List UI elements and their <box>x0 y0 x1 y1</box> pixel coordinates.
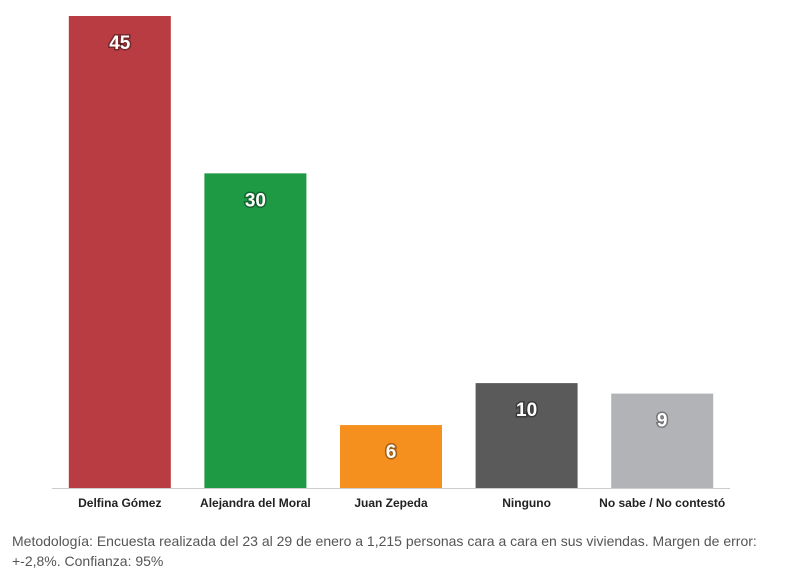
chart: Delfina Gómez 45 Alejandra del Moral 30 Juan… <box>52 16 730 510</box>
x-tick-label: Juan Zepeda <box>354 496 428 510</box>
bar <box>611 393 714 488</box>
bar <box>475 383 578 488</box>
x-tick-label: No sabe / No contestó <box>599 496 725 510</box>
value-label: 9 <box>657 411 668 432</box>
bar <box>340 425 442 488</box>
value-label: 30 <box>245 190 266 211</box>
value-label: 45 <box>109 33 131 54</box>
value-label: 6 <box>386 442 397 463</box>
bar <box>68 16 171 488</box>
bar <box>204 173 307 489</box>
x-tick-label: Ninguno <box>502 496 551 510</box>
methodology-note: Metodología: Encuesta realizada del 23 a… <box>12 533 757 569</box>
value-label: 10 <box>516 400 537 421</box>
x-tick-label: Delfina Gómez <box>78 496 161 510</box>
x-tick-label: Alejandra del Moral <box>200 496 311 510</box>
